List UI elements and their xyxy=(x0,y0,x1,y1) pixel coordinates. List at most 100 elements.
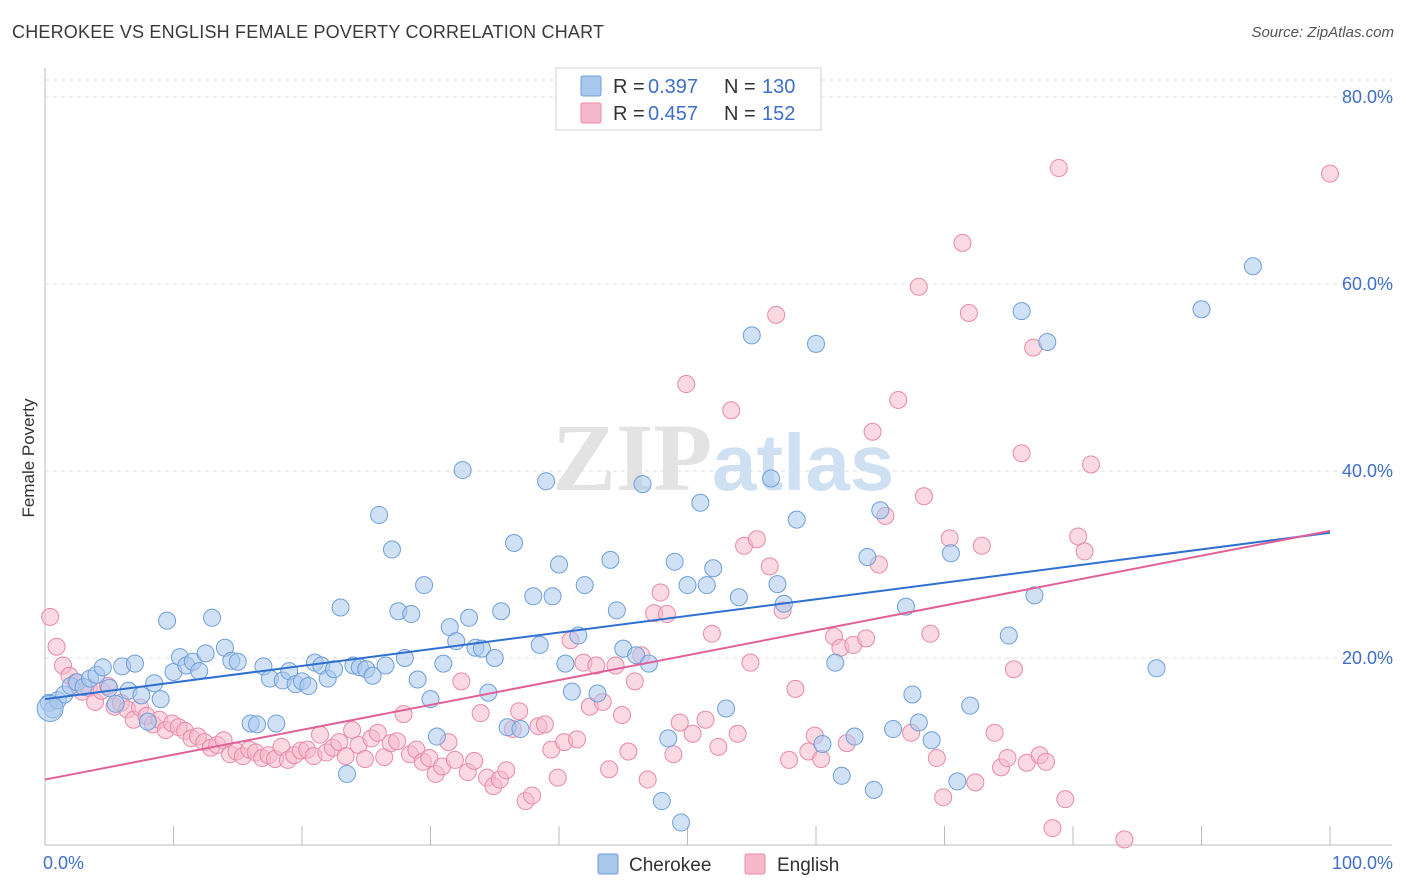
english-point xyxy=(889,390,908,409)
english-point xyxy=(465,751,484,770)
cherokee-point xyxy=(742,326,761,345)
cherokee-point xyxy=(530,635,549,654)
cherokee-points xyxy=(36,257,1262,832)
cherokee-point xyxy=(248,715,267,734)
english-point xyxy=(985,723,1004,742)
english-point xyxy=(972,536,991,555)
english-point xyxy=(651,583,670,602)
cherokee-point xyxy=(100,678,119,697)
cherokee-point xyxy=(267,714,286,733)
cherokee-point xyxy=(376,656,395,675)
cherokee-point xyxy=(691,493,710,512)
cherokee-point xyxy=(672,813,691,832)
x-tick-label: 100.0% xyxy=(1332,853,1393,873)
cherokee-point xyxy=(505,533,524,552)
cherokee-point xyxy=(601,550,620,569)
legend: R = 0.397 N = 130 R = 0.457 N = 152 xyxy=(555,67,822,131)
cherokee-point xyxy=(125,654,144,673)
english-point xyxy=(940,529,959,548)
english-point xyxy=(1037,752,1056,771)
cherokee-point xyxy=(826,653,845,672)
english-point xyxy=(587,656,606,675)
english-point xyxy=(857,629,876,648)
english-point xyxy=(1049,159,1068,178)
english-point xyxy=(1115,830,1134,849)
cherokee-point xyxy=(415,576,434,595)
cherokee-point xyxy=(1147,659,1166,678)
english-point xyxy=(722,401,741,420)
cherokee-point xyxy=(858,548,877,567)
cherokee-point xyxy=(627,646,646,665)
cherokee-point xyxy=(460,608,479,627)
cherokee-point xyxy=(485,649,504,667)
cherokee-point xyxy=(382,540,401,559)
cherokee-point xyxy=(659,729,678,748)
english-point xyxy=(1081,455,1100,474)
cherokee-point xyxy=(331,598,350,617)
english-point xyxy=(741,653,760,672)
english-point xyxy=(47,637,66,656)
bottom-legend-label-cherokee: Cherokee xyxy=(629,855,711,876)
english-point xyxy=(863,422,882,441)
english-point xyxy=(452,672,471,691)
trend-lines xyxy=(44,529,1331,781)
bottom-legend: Cherokee English xyxy=(597,853,839,876)
cherokee-point xyxy=(832,766,851,785)
english-point xyxy=(445,750,464,769)
cherokee-point xyxy=(652,792,671,811)
english-point xyxy=(664,745,683,764)
legend-swatch-cherokee xyxy=(580,75,602,97)
english-point xyxy=(683,724,702,743)
english-point xyxy=(760,557,779,576)
cherokee-point xyxy=(1025,586,1044,605)
chart-source: Source: ZipAtlas.com xyxy=(1251,24,1394,41)
cherokee-point xyxy=(948,772,967,791)
tick-labels: 20.0% 40.0% 60.0% 80.0% 0.0% 100.0% xyxy=(43,87,1393,873)
cherokee-point xyxy=(909,713,928,732)
y-tick-label: 40.0% xyxy=(1342,461,1393,481)
y-tick-label: 60.0% xyxy=(1342,274,1393,294)
english-point xyxy=(510,702,529,721)
cherokee-point xyxy=(697,576,716,595)
english-point xyxy=(909,277,928,296)
english-point xyxy=(670,713,689,732)
cherokee-point xyxy=(132,686,151,705)
english-point xyxy=(786,679,805,698)
english-point xyxy=(567,730,586,749)
cherokee-point xyxy=(922,731,941,750)
english-point xyxy=(921,624,940,643)
cherokee-point xyxy=(299,677,318,696)
watermark-zip: ZIP xyxy=(552,404,712,511)
cherokee-point xyxy=(575,576,594,595)
english-point xyxy=(471,704,490,723)
cherokee-point xyxy=(337,764,356,783)
english-point xyxy=(1043,819,1062,838)
cherokee-point xyxy=(1038,332,1057,351)
cherokee-point xyxy=(524,587,543,606)
legend-n-value-english: 152 xyxy=(762,103,795,125)
english-point xyxy=(927,749,946,768)
cherokee-point xyxy=(884,720,903,739)
bottom-legend-swatch-english xyxy=(744,853,766,875)
english-trend-line xyxy=(44,529,1331,781)
english-point xyxy=(606,656,625,675)
cherokee-trend-line xyxy=(44,531,1331,701)
bottom-legend-swatch-cherokee xyxy=(597,853,619,875)
cherokee-point xyxy=(633,475,652,494)
cherokee-point xyxy=(138,712,157,731)
cherokee-point xyxy=(678,576,697,595)
english-point xyxy=(677,375,696,394)
cherokee-point xyxy=(845,727,864,746)
english-point xyxy=(767,305,786,324)
english-point xyxy=(368,723,387,742)
english-point xyxy=(1012,444,1031,463)
english-point xyxy=(548,768,567,787)
english-point xyxy=(310,725,329,744)
cherokee-point xyxy=(562,682,581,701)
legend-r-label-cherokee: R = xyxy=(613,76,645,98)
english-point xyxy=(336,747,355,766)
cherokee-point xyxy=(363,666,382,685)
english-point xyxy=(638,770,657,789)
cherokee-point xyxy=(453,461,472,480)
legend-r-value-cherokee: 0.397 xyxy=(648,76,698,98)
